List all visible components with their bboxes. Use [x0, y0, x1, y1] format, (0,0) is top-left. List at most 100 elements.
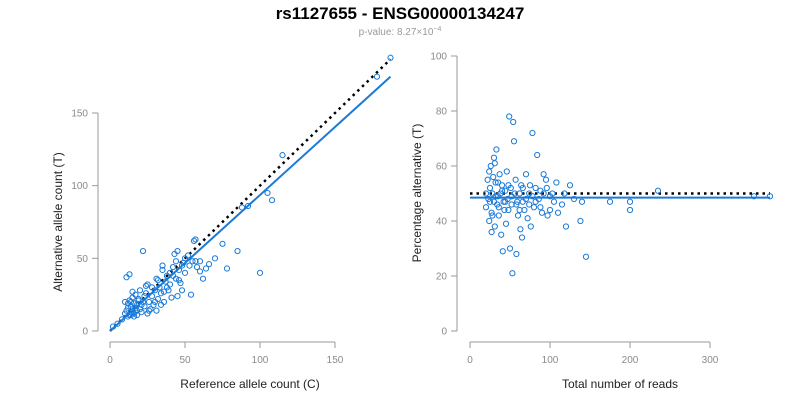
y-tick-label: 150	[71, 109, 88, 120]
x-tick-label: 0	[467, 355, 473, 366]
data-point	[130, 313, 138, 320]
data-point	[151, 298, 159, 306]
data-point	[126, 271, 133, 278]
data-point	[530, 204, 538, 211]
data-point	[498, 187, 506, 194]
data-point	[522, 171, 530, 178]
data-point	[516, 190, 523, 197]
data-point	[160, 298, 168, 306]
data-point	[540, 171, 547, 178]
data-point	[135, 297, 142, 304]
x-tick-label: 200	[622, 355, 639, 366]
y-tick-label: 0	[82, 327, 88, 338]
data-point	[186, 262, 193, 269]
data-point	[486, 184, 494, 192]
data-point	[582, 253, 590, 260]
data-point	[127, 311, 135, 319]
data-point	[238, 204, 246, 211]
data-point	[174, 293, 181, 300]
x-axis-label: Total number of reads	[562, 377, 678, 391]
data-point	[502, 220, 510, 227]
data-point	[527, 223, 534, 230]
y-tick-label: 50	[77, 254, 89, 265]
data-point	[512, 176, 519, 183]
data-point	[544, 212, 551, 219]
data-point	[184, 252, 192, 259]
data-point	[538, 209, 546, 216]
y-tick-label: 40	[436, 217, 448, 228]
y-tick-label: 100	[430, 52, 447, 63]
data-point	[114, 320, 121, 327]
data-point	[156, 284, 163, 291]
data-point	[163, 272, 171, 279]
data-point	[508, 193, 515, 200]
lines	[470, 192, 770, 199]
data-point	[491, 160, 498, 167]
data-point	[148, 293, 156, 300]
data-point	[145, 298, 153, 306]
data-point	[489, 212, 496, 219]
data-point	[495, 204, 502, 211]
data-point	[486, 198, 494, 205]
x-tick-label: 100	[542, 355, 559, 366]
data-point	[133, 307, 141, 314]
data-point	[529, 193, 536, 200]
data-point	[373, 73, 381, 80]
data-point	[118, 316, 126, 323]
data-point	[190, 237, 198, 244]
data-point	[187, 291, 195, 298]
data-point	[514, 212, 522, 219]
data-point	[109, 323, 117, 330]
data-point	[169, 263, 177, 271]
data-point	[524, 215, 531, 222]
panel-percentage: 0 100 200 300 0 20 40 60 80 100 Total number of r…	[410, 52, 774, 391]
data-point	[482, 190, 490, 197]
data-point	[490, 173, 497, 181]
data-point	[513, 201, 520, 208]
data-point	[189, 258, 196, 265]
data-point	[123, 274, 130, 281]
data-point	[157, 290, 165, 297]
data-point	[141, 293, 148, 300]
data-point	[145, 307, 153, 314]
x-tick-label: 300	[702, 355, 719, 366]
data-point	[192, 236, 199, 243]
data-point	[211, 255, 219, 262]
data-point	[529, 129, 536, 137]
data-point	[484, 176, 491, 183]
data-point	[387, 54, 394, 61]
data-point	[532, 198, 539, 205]
data-point	[160, 288, 168, 295]
data-point	[534, 151, 541, 159]
data-point	[506, 113, 513, 120]
data-point	[132, 304, 139, 311]
points	[109, 54, 394, 330]
data-point	[496, 171, 503, 178]
data-point	[498, 231, 505, 238]
data-point	[517, 226, 524, 233]
y-tick-label: 100	[71, 181, 88, 192]
data-point	[196, 258, 204, 265]
data-point	[561, 190, 568, 197]
data-point	[139, 247, 147, 255]
data-point	[279, 152, 286, 159]
data-point	[264, 189, 271, 197]
data-point	[193, 263, 201, 271]
data-point	[144, 281, 151, 288]
data-point	[141, 303, 148, 310]
y-tick-label: 80	[436, 107, 448, 118]
data-point	[124, 313, 132, 320]
data-point	[181, 255, 189, 262]
data-point	[510, 118, 517, 126]
data-point	[172, 258, 180, 265]
data-point	[499, 248, 506, 255]
data-point	[153, 307, 160, 314]
data-point	[492, 179, 499, 186]
reference-line	[109, 58, 392, 332]
data-point	[550, 198, 558, 205]
data-point	[166, 281, 174, 288]
data-point	[546, 193, 554, 200]
data-point	[570, 195, 578, 203]
data-point	[178, 287, 186, 294]
data-point	[501, 206, 508, 214]
